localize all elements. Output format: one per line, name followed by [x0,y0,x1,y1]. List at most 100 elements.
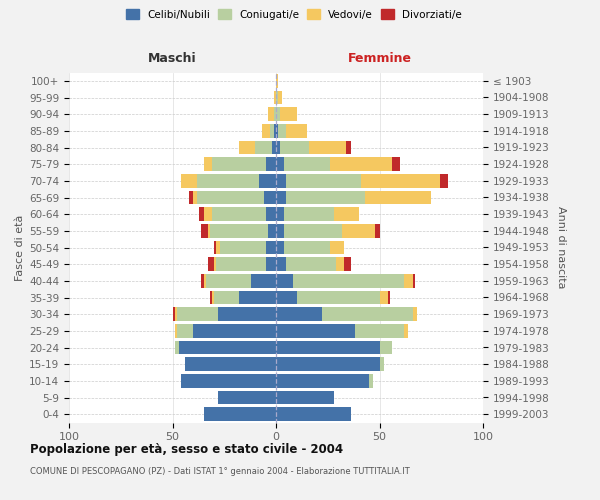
Bar [376,224,380,237]
Bar [212,208,266,221]
Bar [276,258,286,271]
Bar [276,108,280,121]
Bar [330,240,344,254]
Bar [336,258,344,271]
Bar [276,240,284,254]
Bar [179,340,276,354]
Bar [272,140,276,154]
Bar [284,240,330,254]
Bar [266,258,276,271]
Bar [276,340,380,354]
Bar [274,90,276,104]
Bar [284,158,330,171]
Bar [175,324,176,338]
Bar [175,340,179,354]
Bar [239,140,256,154]
Bar [413,308,417,321]
Bar [276,358,380,371]
Bar [330,158,392,171]
Bar [276,208,284,221]
Bar [276,390,334,404]
Bar [413,274,415,287]
Bar [212,290,214,304]
Bar [216,258,266,271]
Bar [276,308,322,321]
Bar [276,140,280,154]
Bar [278,124,286,138]
Bar [202,224,208,237]
Bar [214,258,216,271]
Bar [361,174,440,188]
Bar [262,124,270,138]
Bar [216,240,220,254]
Bar [276,174,286,188]
Bar [380,358,383,371]
Bar [189,190,193,204]
Bar [276,224,284,237]
Bar [181,174,197,188]
Bar [276,90,278,104]
Bar [280,108,296,121]
Bar [203,208,212,221]
Bar [220,240,266,254]
Bar [193,324,276,338]
Bar [193,190,197,204]
Bar [259,174,276,188]
Bar [197,190,263,204]
Bar [197,174,259,188]
Bar [276,190,286,204]
Text: Popolazione per età, sesso e stato civile - 2004: Popolazione per età, sesso e stato civil… [30,442,343,456]
Bar [440,174,448,188]
Y-axis label: Fasce di età: Fasce di età [15,214,25,280]
Bar [276,290,296,304]
Bar [266,208,276,221]
Bar [404,274,413,287]
Text: Maschi: Maschi [148,52,197,65]
Bar [206,274,251,287]
Bar [276,408,350,421]
Bar [369,374,373,388]
Bar [380,290,388,304]
Bar [286,258,336,271]
Y-axis label: Anni di nascita: Anni di nascita [556,206,566,288]
Bar [392,158,400,171]
Bar [274,108,276,121]
Bar [218,390,276,404]
Bar [404,324,409,338]
Bar [286,124,307,138]
Bar [210,224,268,237]
Bar [276,274,293,287]
Legend: Celibi/Nubili, Coniugati/e, Vedovi/e, Divorziati/e: Celibi/Nubili, Coniugati/e, Vedovi/e, Di… [122,5,466,24]
Bar [365,190,431,204]
Bar [175,308,176,321]
Bar [266,158,276,171]
Bar [286,190,365,204]
Bar [208,224,210,237]
Text: COMUNE DI PESCOPAGANO (PZ) - Dati ISTAT 1° gennaio 2004 - Elaborazione TUTTITALI: COMUNE DI PESCOPAGANO (PZ) - Dati ISTAT … [30,468,410,476]
Bar [346,140,350,154]
Bar [322,308,413,321]
Bar [218,308,276,321]
Bar [344,258,350,271]
Bar [263,190,276,204]
Bar [203,274,206,287]
Bar [268,224,276,237]
Bar [280,140,309,154]
Bar [214,290,239,304]
Bar [203,408,276,421]
Bar [176,308,218,321]
Bar [278,90,282,104]
Bar [173,308,175,321]
Bar [276,74,278,88]
Bar [256,140,272,154]
Bar [276,324,355,338]
Bar [334,208,359,221]
Bar [268,108,274,121]
Bar [380,340,392,354]
Bar [203,158,212,171]
Bar [199,208,203,221]
Bar [214,240,216,254]
Bar [266,240,276,254]
Bar [296,290,380,304]
Bar [185,358,276,371]
